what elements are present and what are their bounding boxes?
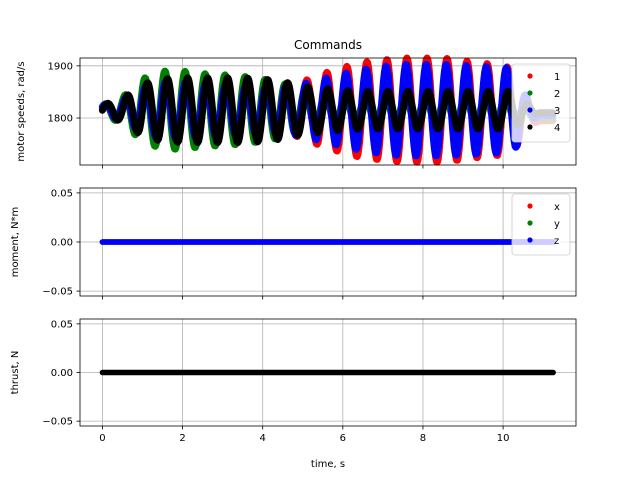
x-tick-label: 2 (179, 433, 185, 444)
legend-marker-1 (527, 73, 533, 79)
legend-marker-2 (527, 90, 533, 96)
chart-title: Commands (294, 38, 362, 52)
legend-label-3: 3 (554, 106, 560, 117)
legend-marker-x (527, 203, 533, 209)
x-axis-label: time, s (311, 459, 345, 470)
moment-ylabel: moment, N*m (10, 207, 21, 278)
legend-marker-y (527, 220, 533, 226)
legend-label-2: 2 (554, 89, 560, 100)
y-tick-label: 0.00 (51, 238, 73, 249)
thrust-ticks: 0 2 4 6 8 10 0.05 0.00 −0.05 (42, 319, 509, 444)
moment-panel: 0.05 0.00 −0.05 moment, N*m xyz (10, 187, 577, 300)
legend-marker-4 (527, 124, 533, 130)
motor-speeds-frame (79, 57, 577, 166)
y-tick-label: −0.05 (42, 417, 73, 428)
x-tick-label: 10 (497, 433, 510, 444)
legend-label-x: x (554, 202, 560, 213)
thrust-panel: 0 2 4 6 8 10 0.05 0.00 −0.05 thrust, N time, s (10, 318, 577, 470)
x-tick-label: 0 (99, 433, 105, 444)
legend-marker-z (527, 237, 533, 243)
y-tick-label: 1800 (48, 114, 73, 125)
motor-speeds-panel: 1800 1900 motor speeds, rad/s 1 2 3 4 (16, 54, 577, 169)
legend-label-z: z (554, 236, 559, 247)
legend-label-y: y (554, 219, 560, 230)
y-tick-label: 1900 (48, 61, 73, 72)
motor-speeds-ticks: 1800 1900 (48, 61, 504, 169)
y-tick-label: −0.05 (42, 287, 73, 298)
x-tick-label: 4 (260, 433, 266, 444)
y-tick-label: 0.05 (51, 319, 73, 330)
moment-ticks: 0.05 0.00 −0.05 (42, 188, 504, 300)
thrust-ylabel: thrust, N (10, 351, 21, 395)
legend-box (511, 193, 571, 256)
y-tick-label: 0.00 (51, 368, 73, 379)
moment-legend: xyz (511, 193, 571, 256)
y-tick-label: 0.05 (51, 188, 73, 199)
motor-speeds-legend: 1 2 3 4 (511, 63, 571, 143)
legend-box (511, 63, 571, 143)
x-tick-label: 6 (340, 433, 346, 444)
legend-label-4: 4 (554, 123, 560, 134)
legend-marker-3 (527, 107, 533, 113)
series-4-points (98, 74, 557, 146)
motor-speeds-ylabel: motor speeds, rad/s (16, 61, 27, 161)
x-tick-label: 8 (420, 433, 426, 444)
motor-speeds-data (98, 54, 557, 166)
legend-label-1: 1 (554, 72, 560, 83)
